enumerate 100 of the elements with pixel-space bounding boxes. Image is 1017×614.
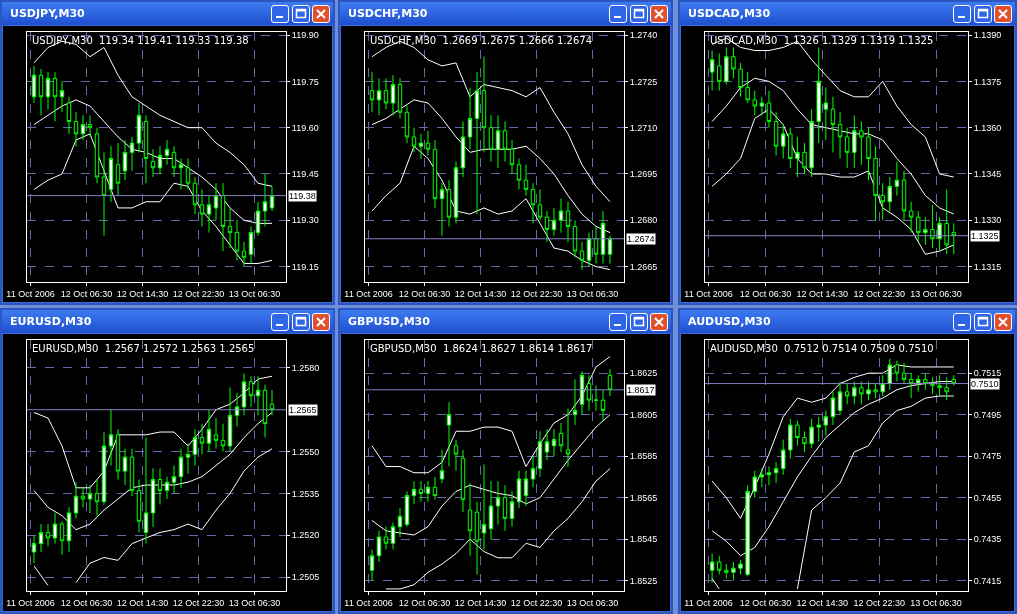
candlestick — [586, 374, 592, 412]
candlestick — [866, 380, 871, 401]
x-tick-label: 12 Oct 22:30 — [172, 288, 225, 299]
candlestick — [474, 501, 480, 575]
candlestick — [830, 391, 836, 426]
candlestick — [873, 145, 878, 221]
candlestick — [724, 563, 729, 580]
y-tick-label: 119.15 — [291, 261, 319, 272]
candlestick — [178, 158, 184, 190]
candlestick — [136, 478, 142, 533]
y-tick-label: 1.1330 — [973, 215, 1002, 226]
candlestick — [773, 111, 779, 156]
candlestick — [944, 376, 949, 401]
y-tick-label: 1.8605 — [629, 409, 658, 420]
candlestick — [404, 490, 410, 528]
candlestick — [453, 439, 459, 472]
candlestick — [206, 409, 212, 453]
candlestick — [731, 561, 736, 582]
candlestick — [150, 148, 156, 178]
candlestick — [397, 77, 403, 119]
candlestick — [901, 362, 907, 385]
candlestick — [908, 372, 914, 399]
chart-title: USDCAD,M30 — [680, 2, 1015, 25]
y-tick-label: 0.7415 — [973, 575, 1002, 586]
candlestick — [780, 124, 786, 160]
candlestick — [171, 145, 177, 178]
candlestick — [565, 201, 571, 243]
y-tick-label: 1.2550 — [291, 446, 320, 457]
candlestick — [80, 487, 86, 508]
y-tick-label: 1.2535 — [291, 488, 320, 499]
candlestick — [780, 439, 786, 476]
y-tick-label: 1.8625 — [629, 368, 658, 379]
candlestick — [937, 374, 942, 397]
candlestick — [731, 46, 736, 79]
x-tick-label: 13 Oct 06:30 — [910, 288, 962, 299]
candlestick — [101, 151, 107, 237]
candlestick — [908, 201, 914, 234]
candlestick — [185, 442, 191, 475]
candlestick — [558, 198, 564, 234]
x-tick-label: 11 Oct 2006 — [684, 288, 733, 299]
x-tick-label: 12 Oct 22:30 — [510, 288, 563, 299]
x-tick-label: 12 Oct 14:30 — [454, 597, 507, 608]
candlestick — [446, 179, 452, 227]
candlestick — [164, 476, 170, 500]
candlestick — [108, 409, 114, 466]
candlestick — [795, 136, 800, 178]
x-tick-label: 12 Oct 22:30 — [853, 288, 905, 299]
y-tick-label: 1.1315 — [973, 261, 1002, 272]
candlestick — [837, 380, 843, 416]
candlestick — [759, 468, 765, 488]
candlestick — [108, 145, 114, 203]
candlestick — [788, 127, 793, 169]
candlestick — [404, 105, 410, 144]
chart-title: USDJPY,M30 — [2, 2, 333, 25]
candlestick — [901, 170, 907, 221]
x-tick-label: 12 Oct 14:30 — [796, 288, 849, 299]
candlestick — [823, 87, 829, 141]
candlestick — [73, 111, 79, 147]
x-tick-label: 13 Oct 06:30 — [566, 597, 619, 608]
candlestick — [66, 96, 72, 135]
candlestick — [234, 219, 240, 261]
chart-title: USDCHF,M30 — [340, 2, 671, 25]
x-tick-label: 12 Oct 14:30 — [796, 597, 849, 608]
ref-line-label: 1.2565 — [289, 405, 317, 415]
candlestick — [262, 384, 268, 439]
y-tick-label: 1.2740 — [629, 30, 658, 41]
candlestick — [495, 480, 501, 526]
candlestick — [795, 420, 800, 447]
candlestick — [495, 114, 501, 169]
candlestick — [880, 182, 885, 221]
y-tick-label: 1.2725 — [629, 76, 658, 87]
candlestick — [565, 407, 571, 468]
x-tick-label: 12 Oct 06:30 — [398, 288, 451, 299]
candlestick — [894, 360, 900, 382]
x-tick-label: 12 Oct 14:30 — [116, 288, 169, 299]
candlestick — [150, 467, 156, 528]
candlestick — [593, 225, 599, 264]
x-tick-label: 12 Oct 22:30 — [510, 597, 563, 608]
candlestick — [502, 484, 508, 532]
chart-subtitle: EURUSD,M30 1.2567 1.2572 1.2563 1.2565 — [32, 343, 255, 354]
candlestick — [129, 448, 135, 497]
x-tick-label: 12 Oct 14:30 — [454, 288, 507, 299]
x-tick-label: 12 Oct 06:30 — [398, 597, 451, 608]
candlestick — [213, 182, 219, 221]
y-tick-label: 1.2680 — [629, 215, 658, 226]
candlestick — [199, 423, 205, 455]
candlestick — [45, 71, 51, 110]
ref-line-label: 119.38 — [289, 191, 316, 201]
y-tick-label: 1.2710 — [629, 122, 658, 133]
candlestick — [823, 410, 829, 436]
candlestick — [607, 368, 613, 397]
candlestick — [579, 370, 585, 416]
candlestick — [530, 182, 536, 224]
candlestick — [115, 428, 121, 480]
x-tick-label: 11 Oct 2006 — [684, 597, 733, 608]
candlestick — [773, 461, 779, 484]
candlestick — [544, 210, 550, 243]
candlestick — [916, 210, 921, 243]
candlestick — [178, 448, 184, 489]
candlestick — [600, 389, 606, 422]
